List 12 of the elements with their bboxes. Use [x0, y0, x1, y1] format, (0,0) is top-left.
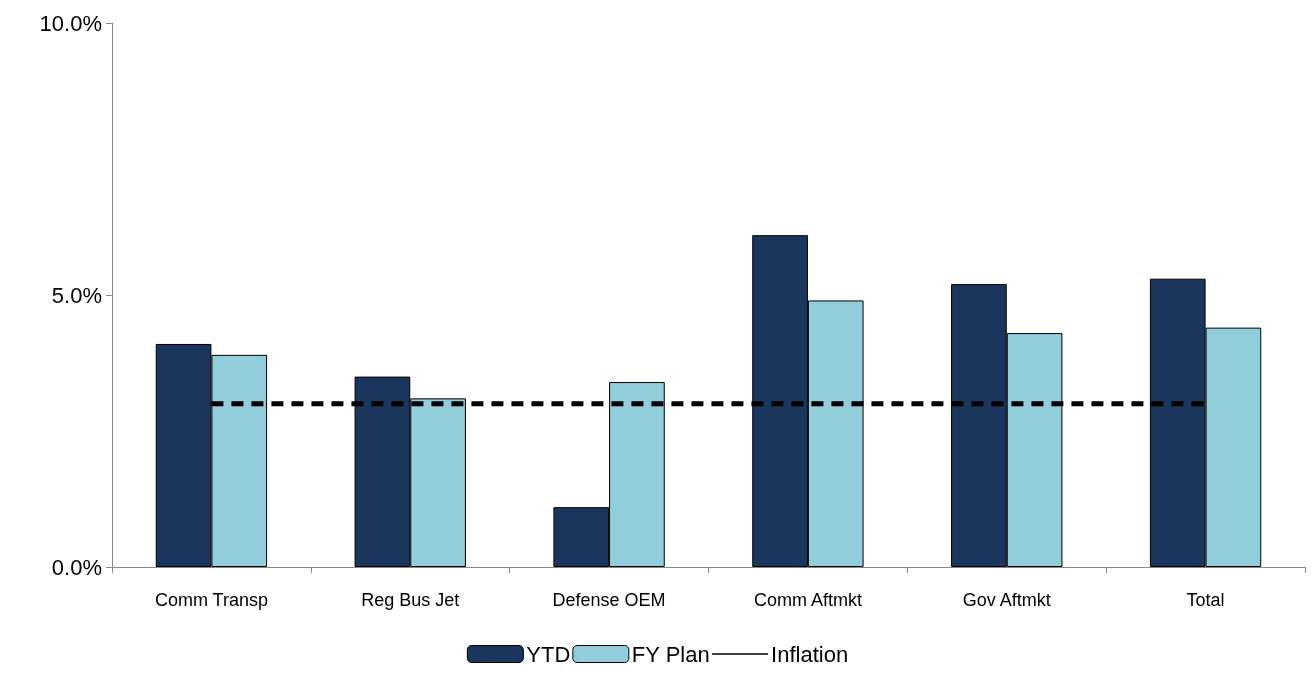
x-tick-label: Reg Bus Jet: [361, 590, 460, 610]
x-tick-label: Comm Aftmkt: [753, 590, 862, 610]
y-tick-label: 10.0%: [39, 10, 102, 36]
x-tick-label: Defense OEM: [552, 590, 666, 610]
y-tick-label: 5.0%: [51, 282, 102, 308]
legend-label: YTD: [526, 641, 571, 667]
x-tick-label: Total: [1186, 590, 1225, 610]
x-tick-label: Comm Transp: [154, 590, 268, 610]
x-tick-label: Gov Aftmkt: [962, 590, 1051, 610]
y-tick-label: 0.0%: [51, 554, 102, 580]
legend-label: FY Plan: [631, 641, 710, 667]
legend-label: Inflation: [771, 641, 849, 667]
